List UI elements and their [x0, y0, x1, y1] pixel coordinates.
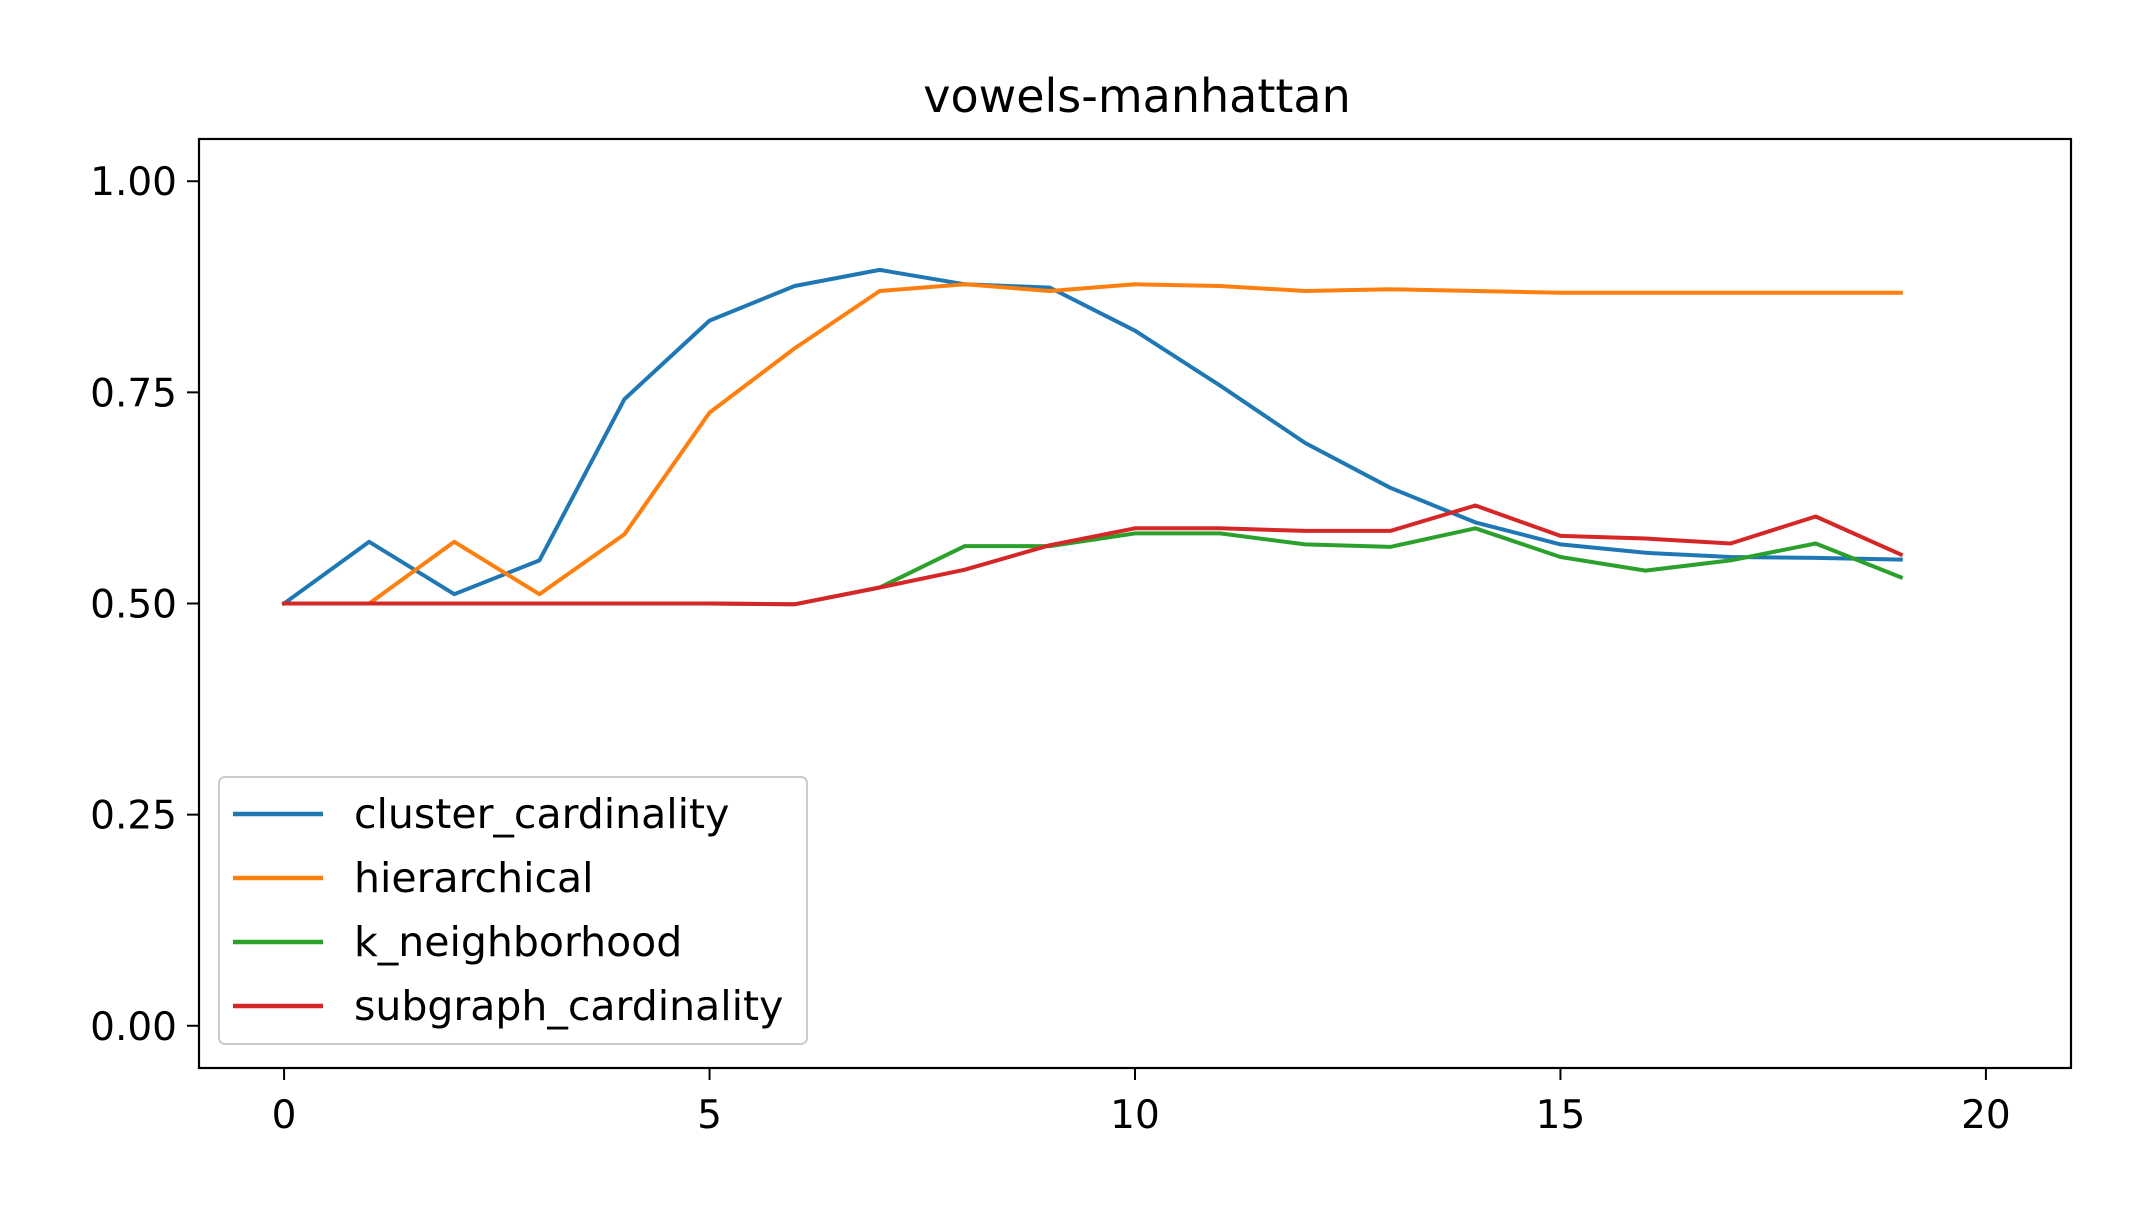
chart-title: vowels-manhattan	[923, 69, 1351, 123]
legend-label: k_neighborhood	[354, 918, 682, 966]
x-tick-label: 0	[272, 1093, 297, 1138]
x-tick-label: 20	[1961, 1093, 2011, 1138]
legend: cluster_cardinality hierarchical k_neighbo…	[218, 776, 808, 1045]
x-tick-label: 15	[1536, 1093, 1586, 1138]
series-line-subgraph-cardinality	[282, 503, 1904, 607]
legend-label: subgraph_cardinality	[354, 982, 783, 1030]
axes: 0 5 10 15 20 0.00 0.25 0.50 0.75 1.00	[90, 137, 2073, 1138]
legend-box	[218, 776, 808, 1045]
y-tick-label: 0.75	[90, 371, 177, 416]
y-tick-label: 1.00	[90, 160, 177, 205]
legend-label: hierarchical	[354, 854, 594, 902]
y-tick-label: 0.25	[90, 794, 177, 839]
plot-area	[281, 267, 1904, 607]
y-tick-label: 0.50	[90, 583, 177, 628]
y-tick-label: 0.00	[90, 1005, 177, 1050]
x-tick-label: 10	[1110, 1093, 1160, 1138]
series-line-cluster-cardinality	[281, 267, 1903, 607]
x-tick-label: 5	[697, 1093, 722, 1138]
legend-label: cluster_cardinality	[354, 790, 729, 838]
series-line-hierarchical	[282, 282, 1903, 606]
